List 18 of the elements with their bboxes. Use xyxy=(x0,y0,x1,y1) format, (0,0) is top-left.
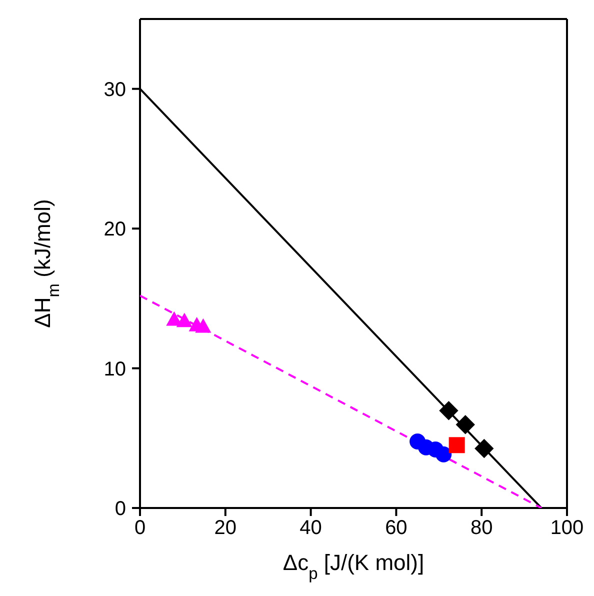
point xyxy=(195,318,212,333)
x-tick-label: 20 xyxy=(214,517,237,539)
x-axis-title: Δc$_{p}$ [J/(K mol)] xyxy=(282,550,424,583)
x-tick-label: 0 xyxy=(134,517,146,539)
y-tick-label: 0 xyxy=(114,498,126,520)
point xyxy=(176,312,192,328)
point xyxy=(474,438,494,458)
y-tick-label: 20 xyxy=(104,218,126,241)
x-tick-label: 80 xyxy=(470,517,493,539)
point xyxy=(436,446,452,462)
y-tick-label: 10 xyxy=(104,358,126,380)
x-tick-label: 100 xyxy=(550,517,584,539)
point xyxy=(456,414,475,434)
x-tick-label: 60 xyxy=(385,517,408,539)
point xyxy=(439,401,458,420)
point xyxy=(448,437,465,454)
y-tick-label: 30 xyxy=(104,78,126,101)
x-tick-label: 40 xyxy=(300,517,322,539)
